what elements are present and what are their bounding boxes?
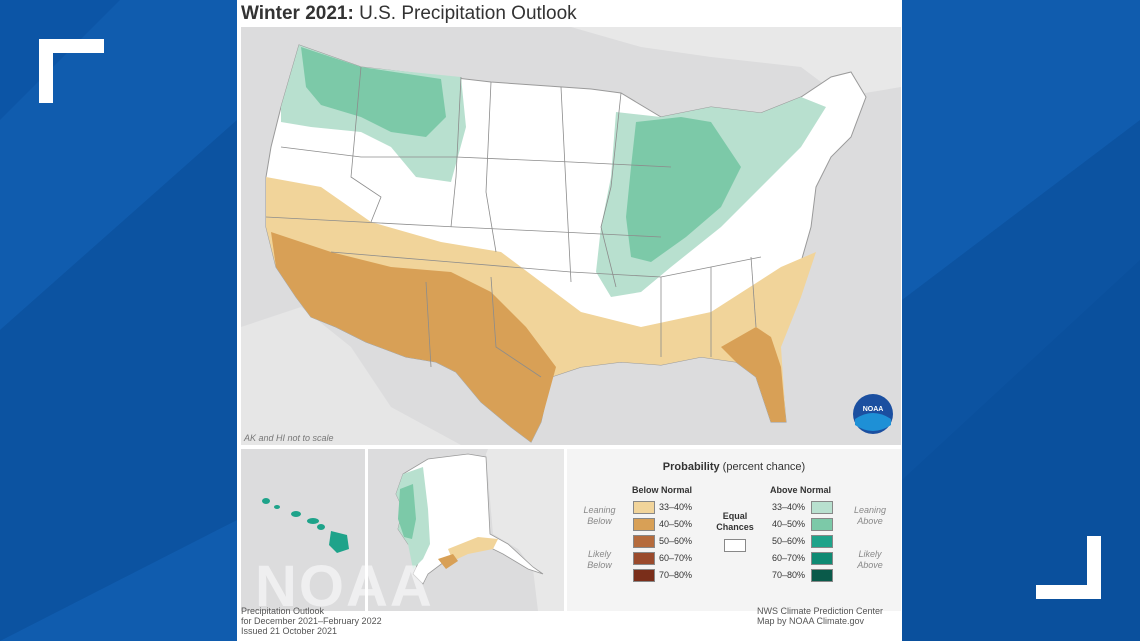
footer-left-line-2: for December 2021–February 2022: [241, 616, 382, 626]
alaska-inset: [368, 449, 564, 611]
footer-left-line-3: Issued 21 October 2021: [241, 626, 338, 636]
above-normal-header: Above Normal: [770, 485, 832, 495]
below-label-4: 70–80%: [659, 570, 693, 580]
corner-bracket-bottom-right: [1036, 585, 1101, 599]
scale-note: AK and HI not to scale: [244, 433, 334, 443]
conus-map-svg: NOAA: [241, 27, 901, 445]
hawaii-svg: [241, 449, 365, 611]
leaning-below-label: Leaning Below: [583, 505, 616, 526]
below-label-3: 60–70%: [659, 553, 693, 563]
hawaii-inset: [241, 449, 365, 611]
above-label-2: 50–60%: [772, 536, 806, 546]
corner-bracket-top-left: [39, 39, 104, 53]
noaa-logo-text: NOAA: [863, 406, 884, 413]
below-40-50-southwest: [271, 232, 556, 442]
above-swatch-0: [811, 501, 833, 514]
below-label-0: 33–40%: [659, 502, 693, 512]
below-swatch-4: [633, 569, 655, 582]
above-swatch-2: [811, 535, 833, 548]
leaning-above-label: Leaning Above: [853, 505, 887, 526]
legend-title: Probability (percent chance): [567, 461, 901, 473]
above-label-0: 33–40%: [772, 502, 806, 512]
legend-title-bold: Probability: [662, 461, 720, 473]
footer-right-line-2: Map by NOAA Climate.gov: [757, 616, 865, 626]
below-33-40-south: [266, 177, 816, 442]
legend-title-rest: (percent chance): [722, 461, 806, 473]
alaska-below-40-50: [438, 554, 458, 569]
above-label-4: 70–80%: [772, 570, 806, 580]
below-normal-header: Below Normal: [632, 485, 693, 495]
above-swatch-3: [811, 552, 833, 565]
noaa-logo: NOAA: [853, 394, 893, 434]
equal-chances-swatch: [724, 539, 746, 552]
above-label-1: 40–50%: [772, 519, 806, 529]
noaa-watermark: NOAA: [255, 554, 434, 619]
page-title: Winter 2021: U.S. Precipitation Outlook: [241, 3, 577, 25]
title-rest: U.S. Precipitation Outlook: [359, 3, 577, 24]
below-swatch-3: [633, 552, 655, 565]
above-40-50-northwest: [301, 47, 446, 137]
above-swatch-4: [811, 569, 833, 582]
below-label-2: 50–60%: [659, 536, 693, 546]
above-label-3: 60–70%: [772, 553, 806, 563]
footer-right-line-1: NWS Climate Prediction Center: [757, 606, 884, 616]
equal-chances-label: Equal Chances: [716, 511, 754, 532]
footer-left: Precipitation Outlook for December 2021–…: [241, 606, 382, 636]
footer-left-line-1: Precipitation Outlook: [241, 606, 325, 616]
below-swatch-1: [633, 518, 655, 531]
alaska-below-33-40: [448, 537, 498, 561]
below-swatch-2: [633, 535, 655, 548]
title-bold: Winter 2021:: [241, 3, 354, 24]
corner-bracket-bottom-right-vertical: [1087, 536, 1101, 599]
alaska-svg: [368, 449, 564, 611]
above-swatch-1: [811, 518, 833, 531]
above-40-50-ohio-valley: [626, 117, 741, 262]
below-swatch-0: [633, 501, 655, 514]
likely-above-label: Likely Above: [857, 549, 883, 570]
alaska-above-40-50: [398, 484, 416, 539]
footer-right: NWS Climate Prediction Center Map by NOA…: [757, 606, 883, 626]
probability-legend: Probability (percent chance) Below Norma…: [567, 449, 901, 611]
likely-below-label: Likely Below: [587, 549, 612, 570]
conus-map: NOAA: [241, 27, 901, 445]
below-label-1: 40–50%: [659, 519, 693, 529]
below-40-50-florida: [721, 327, 786, 422]
corner-bracket-top-left-vertical: [39, 39, 53, 103]
